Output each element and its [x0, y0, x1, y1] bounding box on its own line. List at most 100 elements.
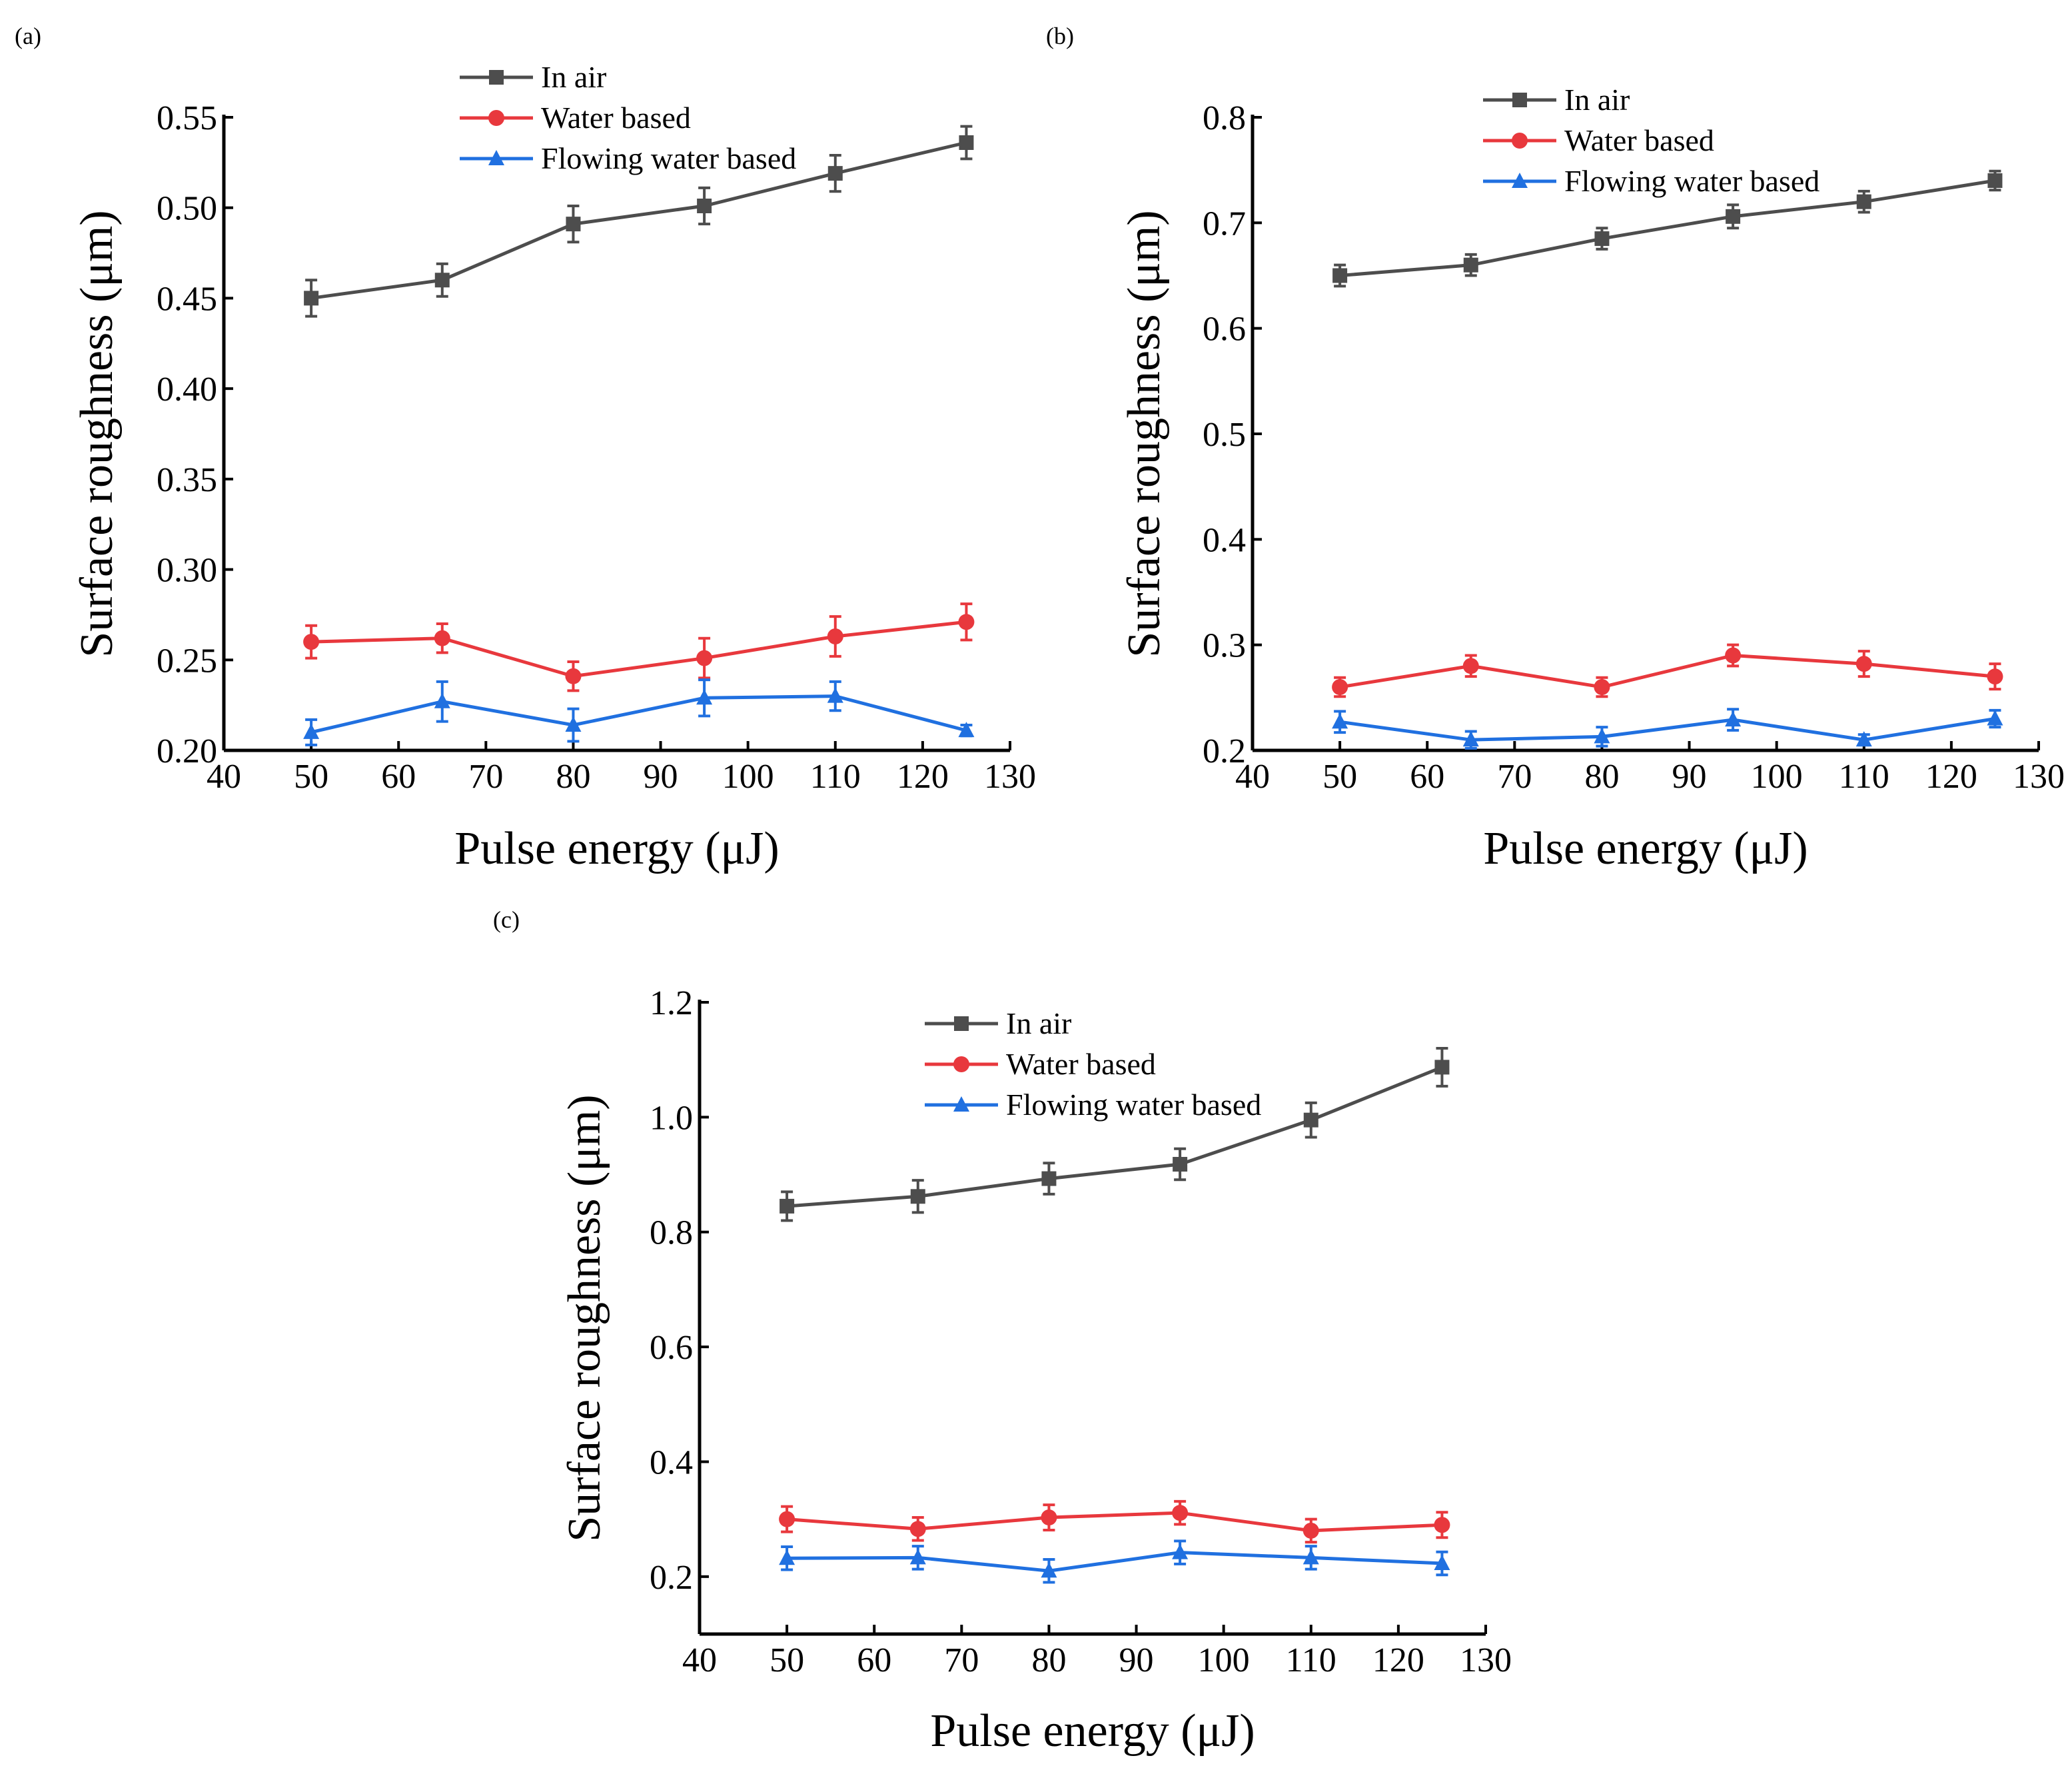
- legend-label: Flowing water based: [541, 141, 796, 175]
- panel-label: (b): [1046, 23, 1074, 49]
- x-tick-label: 90: [1672, 758, 1707, 796]
- legend-entry: Flowing water based: [1483, 164, 1819, 198]
- legend-marker: [489, 70, 504, 85]
- data-point: [1594, 728, 1610, 744]
- data-point: [1726, 209, 1741, 224]
- legend-marker: [1512, 173, 1528, 188]
- y-tick-label: 0.6: [1203, 311, 1246, 349]
- x-tick-label: 100: [722, 758, 774, 796]
- data-point: [1172, 1505, 1189, 1521]
- data-point: [779, 1549, 795, 1565]
- legend-entry: In air: [460, 60, 606, 94]
- data-point: [1987, 710, 2003, 726]
- data-point: [1856, 194, 1871, 209]
- series-line: [1339, 179, 1995, 277]
- y-tick-label: 0.30: [157, 552, 217, 590]
- x-tick-label: 110: [1839, 758, 1889, 796]
- data-point: [959, 135, 974, 150]
- series-in-air: [1332, 169, 2003, 288]
- y-axis-label: Surface roughness (μm): [559, 1094, 610, 1541]
- legend-label: In air: [1564, 83, 1630, 117]
- legend-entry: Water based: [460, 101, 691, 135]
- panel-label: (a): [15, 23, 41, 49]
- x-tick-label: 40: [1235, 758, 1270, 796]
- legend-label: In air: [541, 60, 606, 94]
- x-tick-label: 100: [1198, 1641, 1250, 1679]
- series-line: [1339, 653, 1995, 689]
- x-tick-label: 40: [682, 1641, 717, 1679]
- x-tick-label: 120: [897, 758, 949, 796]
- x-tick-label: 130: [1460, 1641, 1512, 1679]
- series-flowing-water-based: [1332, 708, 2003, 750]
- data-point: [1303, 1112, 1318, 1128]
- data-point: [304, 291, 319, 306]
- series-flowing-water-based: [303, 678, 975, 746]
- series-flowing-water-based: [779, 1539, 1450, 1584]
- data-point: [696, 689, 713, 705]
- x-tick-label: 80: [1584, 758, 1619, 796]
- data-point: [1594, 679, 1610, 695]
- y-tick-label: 0.40: [157, 371, 217, 409]
- x-tick-label: 50: [770, 1641, 804, 1679]
- data-point: [1041, 1509, 1057, 1526]
- data-point: [779, 1198, 795, 1214]
- legend-label: Water based: [541, 101, 691, 135]
- data-point: [909, 1521, 926, 1537]
- y-tick-label: 0.8: [1203, 99, 1246, 137]
- panel-label: (c): [493, 906, 520, 933]
- y-tick-label: 0.55: [157, 99, 217, 137]
- x-axis-label: Pulse energy (μJ): [454, 823, 779, 874]
- data-point: [1855, 656, 1872, 672]
- legend-entry: Flowing water based: [925, 1088, 1261, 1122]
- legend-label: In air: [1006, 1006, 1071, 1040]
- y-tick-label: 0.6: [650, 1329, 693, 1367]
- data-point: [827, 628, 843, 644]
- x-tick-label: 60: [1410, 758, 1444, 796]
- y-tick-label: 0.7: [1203, 205, 1246, 243]
- x-tick-label: 60: [857, 1641, 891, 1679]
- x-tick-label: 50: [1322, 758, 1357, 796]
- data-point: [303, 723, 320, 739]
- legend-marker: [1512, 93, 1527, 107]
- data-point: [565, 668, 582, 684]
- legend-label: Water based: [1564, 123, 1714, 157]
- x-tick-label: 90: [1119, 1641, 1154, 1679]
- x-tick-label: 70: [944, 1641, 979, 1679]
- data-point: [696, 650, 713, 666]
- x-axis-label: Pulse energy (μJ): [930, 1705, 1255, 1757]
- data-point: [1594, 231, 1610, 247]
- x-tick-label: 100: [1751, 758, 1803, 796]
- data-point: [827, 687, 843, 703]
- data-point: [1302, 1522, 1319, 1539]
- data-point: [1172, 1543, 1189, 1559]
- x-tick-label: 50: [294, 758, 328, 796]
- x-tick-label: 130: [984, 758, 1036, 796]
- x-axis-label: Pulse energy (μJ): [1483, 823, 1808, 874]
- data-point: [827, 166, 843, 181]
- legend-label: Flowing water based: [1564, 164, 1819, 198]
- y-tick-label: 0.2: [650, 1559, 693, 1597]
- legend-marker: [488, 110, 504, 126]
- data-point: [910, 1189, 925, 1204]
- data-point: [565, 716, 582, 732]
- y-tick-label: 0.35: [157, 461, 217, 499]
- x-tick-label: 90: [644, 758, 678, 796]
- data-point: [1041, 1171, 1057, 1186]
- legend-marker: [1512, 133, 1528, 149]
- data-point: [434, 692, 450, 708]
- y-axis-label: Surface roughness (μm): [71, 210, 123, 657]
- data-point: [1987, 173, 2003, 188]
- y-tick-label: 0.4: [1203, 521, 1246, 559]
- x-tick-label: 110: [810, 758, 861, 796]
- data-point: [779, 1511, 795, 1527]
- data-point: [1302, 1549, 1319, 1565]
- series-line: [310, 141, 967, 300]
- y-tick-label: 0.20: [157, 732, 217, 770]
- data-point: [1434, 1517, 1450, 1533]
- data-point: [1041, 1562, 1057, 1578]
- data-point: [958, 722, 975, 738]
- data-point: [697, 199, 712, 213]
- y-tick-label: 1.2: [650, 984, 693, 1022]
- data-point: [1987, 668, 2003, 685]
